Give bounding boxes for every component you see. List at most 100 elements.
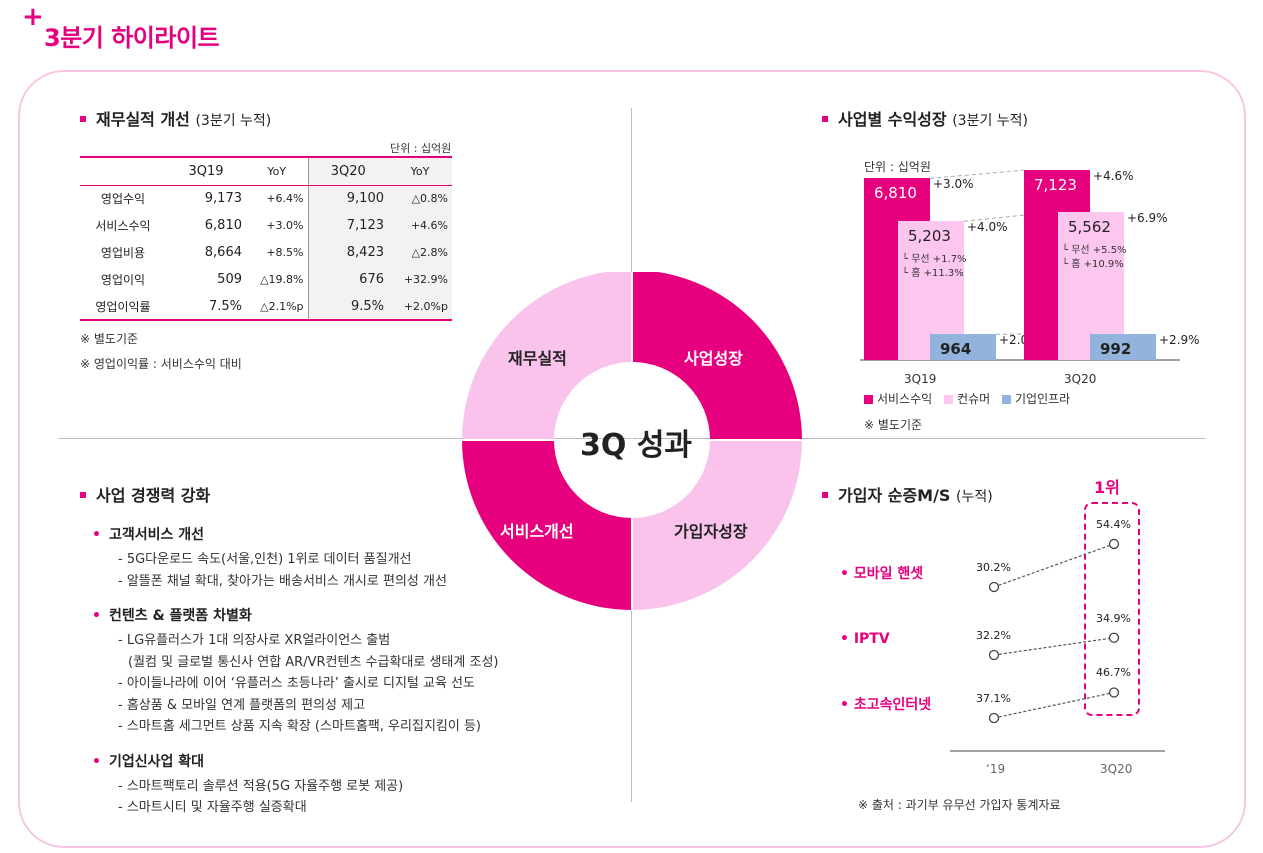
cell-yoy-20: △2.8% [388,239,452,266]
col-3q19: 3Q19 [166,156,246,186]
financial-unit: 단위 : 십억원 [390,142,452,155]
list-heading-text: 컨텐츠 & 플랫폼 차별화 [108,608,252,624]
row-label: 영업이익률 [80,293,166,321]
bullet-icon: • [840,566,854,582]
bar-value-label: 992 [1100,339,1132,358]
list-item: - 5G다운로드 속도(서울,인천) 1위로 데이터 품질개선 [118,552,412,567]
x-axis-label: 3Q20 [1064,372,1097,386]
consumer-home-note: └ 홈 +11.3% [902,268,964,280]
bar-2-1 [1090,333,1156,360]
table-row: 영업비용 8,664 +8.5% 8,423 △2.8% [80,239,452,266]
cell-3q20: 8,423 [308,239,388,266]
subscriber-ms-chart: 30.2% 54.4% • 모바일 핸셋 32.2% 34.9% • IPTV 37.1% 4… [830,500,1210,790]
donut-segment-business [632,272,802,440]
revenue-unit: 단위 : 십억원 [864,160,931,174]
bullet-icon [822,491,828,498]
consumer-home-note: └ 홈 +10.9% [1062,258,1124,270]
ms-series-label: • 모바일 핸셋 [840,563,923,583]
list-item: (퀄컴 및 글로벌 통신사 연합 AR/VR컨텐츠 수급확대로 생태계 조성) [128,654,499,670]
ms-value-label: 54.4% [1096,517,1131,531]
ms-point [988,581,1000,593]
ms-series-name: 초고속인터넷 [853,697,932,713]
list-heading: • 기업신사업 확대 [92,751,204,771]
list-item: - 스마트시티 및 자율주행 실증확대 [118,800,307,815]
cell-yoy-19: +3.0% [246,212,309,239]
donut-segment-subscriber [632,440,802,610]
donut-label-service: 서비스개선 [500,522,574,541]
revenue-title: 사업별 수익성장 (3분기 누적) [822,106,1028,130]
col-3q20: 3Q20 [308,156,388,186]
ms-series-name: 모바일 핸셋 [853,566,924,582]
cell-yoy-19: △19.8% [246,266,309,293]
ms-x-label: 3Q20 [1100,762,1133,776]
rank-label: 1위 [1094,478,1120,497]
col-yoy-19: YoY [246,156,309,186]
cell-yoy-19: +8.5% [246,239,309,266]
ms-line [993,637,1115,656]
table-row: 영업이익률 7.5% △2.1%p 9.5% +2.0%p [80,293,452,321]
cell-yoy-20: +4.6% [388,212,452,239]
ms-line [993,543,1115,588]
plus-icon: + [22,2,44,32]
revenue-bar-chart: 6,810 +3.0% 5,203 +4.0% 964 +2.0% └ 무선 +1.7% └ … [840,150,1200,386]
bullet-icon [80,115,86,122]
cell-3q19: 8,664 [204,245,242,260]
ms-x-label: ‘19 [986,762,1006,776]
donut-label-financial: 재무실적 [508,349,567,368]
ms-value-label: 32.2% [976,629,1011,642]
cell-3q19: 9,173 [204,191,242,207]
legend-swatch-enterprise [1001,395,1011,404]
bullet-icon: • [92,527,101,543]
bullet-icon: • [92,753,101,770]
ms-point [988,649,1000,661]
list-item: - 홈상품 & 모바일 연계 플랫폼의 편의성 제고 [118,697,366,713]
donut-chart [462,272,802,610]
cell-3q20: 9,100 [308,185,388,212]
revenue-legend: 서비스수익 컨슈머 기업인프라 [864,390,1070,407]
bar-growth-label: +2.9% [1159,332,1200,347]
cell-yoy-20: +2.0%p [388,293,452,321]
cell-yoy-20: △0.8% [388,185,452,212]
ms-series-label: • IPTV [840,631,890,647]
ms-value-label: 46.7% [1096,666,1131,680]
donut-label-business: 사업성장 [684,349,743,368]
bar-growth-label: +6.9% [1127,210,1168,225]
col-yoy-20: YoY [388,156,452,186]
consumer-wireless-note: └ 무선 +1.7% [902,254,967,266]
cell-yoy-19: +6.4% [246,185,309,212]
bullet-icon [80,491,86,498]
bar-growth-label: +3.0% [933,177,974,192]
ms-line [993,691,1115,719]
subscriber-note: ※ 출처 : 과기부 유무선 가입자 통계자료 [858,798,1061,812]
table-header-row: 3Q19 YoY 3Q20 YoY [80,156,452,186]
cell-3q19: 509 [217,272,242,287]
donut-center-label: 3Q 성과 [580,428,693,463]
revenue-note: ※ 별도기준 [864,418,923,432]
financial-note-1: ※ 별도기준 [80,332,139,346]
ms-point [988,712,1000,724]
table-row: 영업수익 9,173 +6.4% 9,100 △0.8% [80,185,452,212]
list-item: - 알뜰폰 채널 확대, 찾아가는 배송서비스 개시로 편의성 개선 [118,573,447,589]
bar-growth-label: +4.0% [967,220,1008,235]
bar-value-label: 964 [940,340,972,359]
donut-label-subscriber: 가입자성장 [674,522,748,541]
bar-growth-label: +4.6% [1093,169,1134,184]
financial-note-2: ※ 영업이익률 : 서비스수익 대비 [80,357,242,371]
list-heading: • 컨텐츠 & 플랫폼 차별화 [92,605,252,625]
consumer-wireless-note: └ 무선 +5.5% [1062,244,1127,256]
financial-title: 재무실적 개선 (3분기 누적) [80,106,271,130]
competitiveness-title: 사업 경쟁력 강화 [80,482,210,506]
list-heading: • 고객서비스 개선 [92,524,204,544]
row-label: 서비스수익 [95,219,151,233]
donut-segment-financial [462,272,632,440]
financial-table: 3Q19 YoY 3Q20 YoY 영업수익 9,173 +6.4% 9,100 △0.… [80,156,452,321]
row-label: 영업이익 [100,273,146,287]
cell-yoy-20: +32.9% [388,266,452,293]
bar-value-label: 5,203 [908,227,951,246]
rank-highlight-box [1084,502,1140,716]
cell-3q20: 676 [308,266,388,293]
bar-value-label: 6,810 [874,184,917,203]
ms-value-label: 30.2% [976,561,1011,574]
ms-value-label: 34.9% [1096,611,1131,625]
row-label: 영업수익 [100,192,146,207]
